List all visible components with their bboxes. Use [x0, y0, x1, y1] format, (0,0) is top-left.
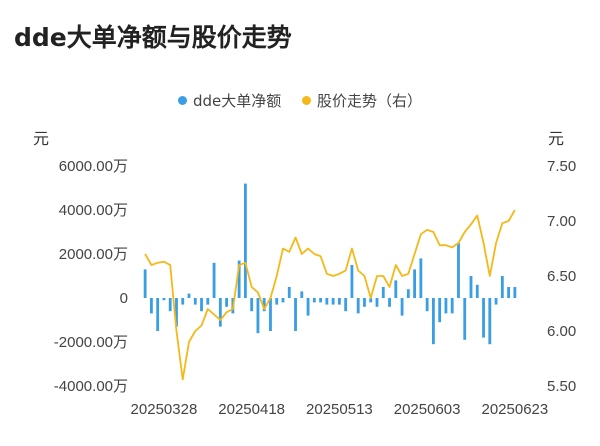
left-axis-tick-label: -4000.00万 [54, 378, 128, 395]
dde-bar [482, 298, 485, 338]
dde-bar [381, 287, 385, 298]
dde-bar [243, 183, 247, 298]
right-axis-unit: 元 [548, 129, 565, 148]
dde-bar [143, 269, 147, 298]
dde-bar [388, 298, 391, 307]
dde-bar [463, 298, 467, 340]
x-axis-tick-label: 20250328 [131, 401, 198, 418]
dde-bar [419, 258, 423, 298]
dde-bar [262, 298, 266, 312]
dde-bar [206, 298, 210, 305]
dde-bar [168, 298, 172, 312]
left-axis-unit: 元 [33, 129, 50, 148]
left-axis-tick-label: 4000.00万 [59, 202, 128, 219]
legend-dot-dde [177, 96, 187, 105]
price-line [144, 209, 516, 381]
dde-bar [319, 298, 323, 303]
dde-bar [331, 298, 335, 305]
x-axis-tick-label: 20250603 [394, 401, 461, 418]
dde-bar [275, 298, 279, 305]
dde-bar [431, 298, 435, 345]
right-axis-tick-label: 6.50 [547, 268, 576, 285]
dde-bar [312, 298, 316, 303]
dde-bar [294, 298, 297, 331]
dde-bar [149, 298, 153, 314]
x-axis-tick-label: 20250418 [218, 401, 285, 418]
dde-bar [175, 298, 178, 327]
left-axis-tick-label: 0 [120, 290, 128, 307]
dde-bar [344, 298, 348, 312]
dde-bar [369, 298, 373, 303]
dde-bar [193, 298, 197, 305]
dde-bar [375, 298, 379, 307]
legend-item-dde[interactable]: dde大单净额 [177, 90, 282, 111]
dde-bar [287, 287, 291, 298]
legend-label-price: 股价走势（右） [317, 92, 423, 110]
left-axis-tick-label: -2000.00万 [54, 334, 128, 351]
legend: dde大单净额 股价走势（右） [0, 90, 600, 111]
dde-bar [356, 298, 360, 314]
dde-bar [469, 276, 473, 298]
dde-bar [394, 280, 398, 298]
dde-bar [212, 262, 216, 298]
dde-bar [406, 289, 410, 298]
x-axis-tick-label: 20250513 [306, 401, 373, 418]
dde-bar [457, 243, 460, 298]
dde-bar [450, 298, 454, 314]
dde-bar [200, 298, 203, 312]
dde-bar [488, 298, 492, 345]
dde-bar [256, 298, 260, 334]
dde-bar [237, 260, 241, 298]
dde-bar [156, 298, 160, 331]
legend-label-dde: dde大单净额 [192, 92, 282, 110]
dde-bar [306, 298, 310, 316]
dde-bar [181, 298, 185, 305]
dde-bar [162, 298, 166, 301]
dde-bar [438, 298, 442, 323]
chart-title: dde大单净额与股价走势 [14, 23, 292, 52]
left-axis-tick-label: 6000.00万 [59, 158, 128, 175]
right-axis-tick-label: 5.50 [547, 378, 576, 395]
dde-bar [325, 298, 329, 305]
legend-dot-price [302, 96, 312, 105]
legend-item-price[interactable]: 股价走势（右） [302, 90, 422, 111]
dde-bar [413, 269, 417, 298]
dde-bar [187, 293, 191, 298]
dde-bar [513, 287, 517, 298]
right-axis-tick-label: 6.00 [547, 323, 576, 340]
dde-bar [337, 298, 341, 305]
dde-bar [500, 276, 504, 298]
dde-bar [225, 298, 229, 307]
dde-bar [400, 298, 404, 316]
x-axis-tick-label: 20250623 [481, 401, 548, 418]
right-axis-tick-label: 7.00 [547, 213, 576, 230]
right-axis-tick-label: 7.50 [547, 158, 576, 175]
dde-bar [425, 298, 429, 312]
dde-bar [475, 284, 479, 298]
dde-bar [363, 298, 366, 307]
dde-bar [300, 291, 304, 298]
dde-bar [444, 298, 448, 314]
dde-bar [507, 287, 511, 298]
dde-bar [269, 298, 272, 331]
dde-bar [494, 298, 498, 305]
dde-bar [218, 298, 222, 327]
dde-bar [250, 298, 254, 312]
dde-bar [281, 298, 285, 303]
dde-bar [350, 265, 354, 298]
left-axis-tick-label: 2000.00万 [59, 246, 128, 263]
